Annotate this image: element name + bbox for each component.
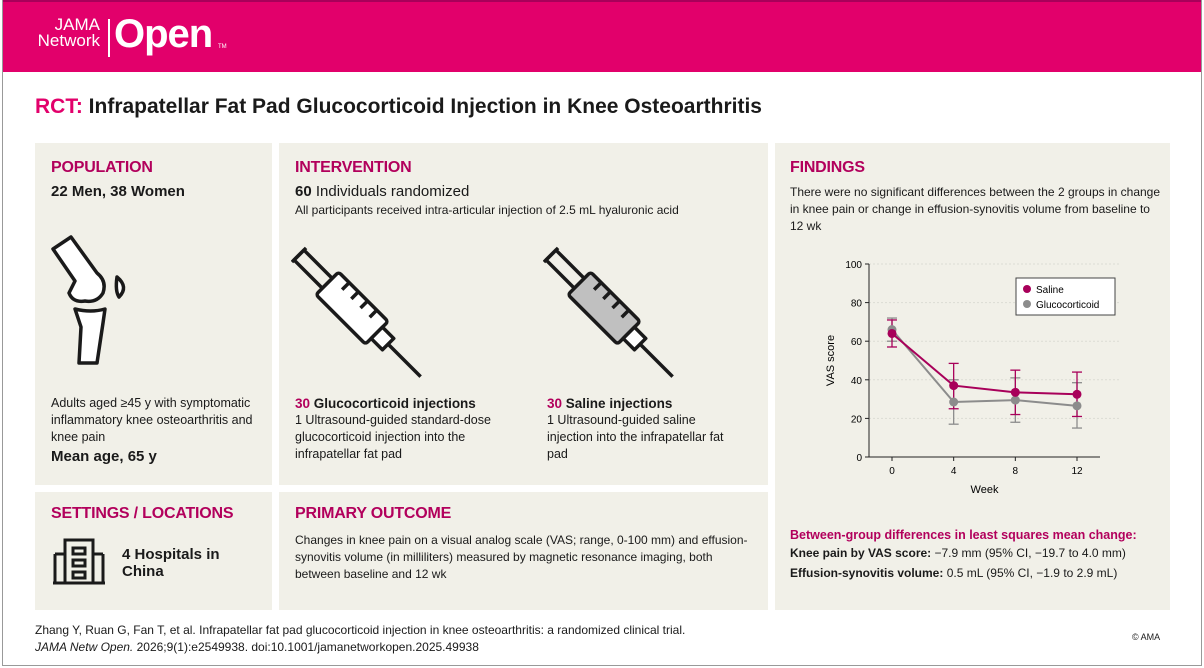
findings-panel: FINDINGS There were no significant diffe… xyxy=(775,143,1170,610)
result-label: Effusion-synovitis volume: xyxy=(790,566,944,580)
page-title: RCT: Infrapatellar Fat Pad Glucocorticoi… xyxy=(35,95,762,119)
data-point-saline xyxy=(1072,389,1082,399)
arm-count: 30 xyxy=(547,396,563,411)
y-tick-label: 60 xyxy=(851,337,863,348)
data-point-saline xyxy=(887,328,897,338)
title-text: Infrapatellar Fat Pad Glucocorticoid Inj… xyxy=(88,95,762,118)
knee-joint-icon xyxy=(51,235,126,365)
citation-journal: JAMA Netw Open. xyxy=(35,640,134,654)
citation-line1: Zhang Y, Ruan G, Fan T, et al. Infrapate… xyxy=(35,623,686,637)
population-panel: POPULATION 22 Men, 38 Women Adults aged … xyxy=(35,143,272,485)
series-line-saline xyxy=(891,332,1078,396)
arm-description: 1 Ultrasound-guided saline injection int… xyxy=(547,413,724,461)
x-axis-label: Week xyxy=(971,484,999,496)
logo-divider xyxy=(108,19,110,57)
citation-line2: 2026;9(1):e2549938. doi:10.1001/jamanetw… xyxy=(133,640,479,654)
primary-outcome-panel: PRIMARY OUTCOME Changes in knee pain on … xyxy=(279,492,768,610)
legend-label: Saline xyxy=(1036,285,1064,296)
x-tick-label: 0 xyxy=(889,466,895,477)
intervention-panel: INTERVENTION 60 Individuals randomized A… xyxy=(279,143,768,485)
logo-open: Open xyxy=(114,12,213,56)
citation: Zhang Y, Ruan G, Fan T, et al. Infrapate… xyxy=(35,622,685,656)
settings-heading: SETTINGS / LOCATIONS xyxy=(51,505,234,522)
arm-label: Saline injections xyxy=(565,396,673,411)
y-tick-label: 20 xyxy=(851,414,863,425)
result-label: Knee pain by VAS score: xyxy=(790,546,932,560)
randomized-count: 60 xyxy=(295,183,312,200)
y-tick-label: 100 xyxy=(845,260,862,271)
mean-age: Mean age, 65 y xyxy=(51,448,157,465)
legend-marker xyxy=(1023,285,1031,293)
data-point-saline xyxy=(1010,387,1020,397)
primary-outcome-text: Changes in knee pain on a visual analog … xyxy=(295,533,748,581)
y-axis-label: VAS score xyxy=(825,335,837,386)
legend-marker xyxy=(1023,300,1031,308)
logo-jama-network: JAMA Network xyxy=(34,15,100,50)
settings-panel: SETTINGS / LOCATIONS 4 Hospitals in Chin… xyxy=(35,492,272,610)
arm-count: 30 xyxy=(295,396,311,411)
legend-box xyxy=(1015,277,1116,316)
primary-outcome-heading: PRIMARY OUTCOME xyxy=(295,505,452,522)
arm-glucocorticoid: 30 Glucocorticoid injections 1 Ultrasoun… xyxy=(295,395,505,463)
y-tick-label: 0 xyxy=(856,453,862,464)
x-tick-label: 4 xyxy=(951,466,957,477)
y-tick-label: 80 xyxy=(851,299,863,310)
data-point-saline xyxy=(949,381,959,391)
data-point-glucocorticoid xyxy=(949,397,959,407)
findings-summary: There were no significant differences be… xyxy=(790,185,1161,233)
population-heading: POPULATION xyxy=(51,159,153,176)
syringe-gray-icon xyxy=(543,246,674,378)
findings-heading: FINDINGS xyxy=(790,159,865,176)
data-point-glucocorticoid xyxy=(1072,401,1082,411)
arm-description: 1 Ultrasound-guided standard-dose glucoc… xyxy=(295,413,491,461)
population-counts: 22 Men, 38 Women xyxy=(51,183,185,200)
syringe-white-icon xyxy=(291,246,422,378)
arm-label: Glucocorticoid injections xyxy=(313,396,476,411)
title-prefix: RCT: xyxy=(35,95,83,118)
y-tick-label: 40 xyxy=(851,376,863,387)
population-description: Adults aged ≥45 y with symptomatic infla… xyxy=(51,396,253,444)
x-tick-label: 8 xyxy=(1013,466,1019,477)
header-banner xyxy=(3,0,1201,72)
between-group-heading: Between-group differences in least squar… xyxy=(790,528,1137,542)
series-line-glucocorticoid xyxy=(891,328,1078,407)
settings-text: 4 Hospitals in China xyxy=(122,546,220,580)
result-value: 0.5 mL (95% CI, −1.9 to 2.9 mL) xyxy=(946,566,1118,580)
copyright: © AMA xyxy=(1132,632,1161,642)
x-tick-label: 12 xyxy=(1071,466,1083,477)
all-participants-note: All participants received intra-articula… xyxy=(295,203,679,217)
vas-chart: 0 20 40 60 80 100 0 4 8 12 Week VAS score Saline Gluc… xyxy=(825,260,1120,496)
legend-label: Glucocorticoid xyxy=(1036,300,1099,311)
logo-tm: TM xyxy=(218,44,227,50)
logo-line1: JAMA xyxy=(54,15,100,34)
intervention-heading: INTERVENTION xyxy=(295,159,412,176)
arm-saline: 30 Saline injections 1 Ultrasound-guided… xyxy=(547,395,727,463)
hospital-building-icon xyxy=(53,538,105,585)
randomized-label: Individuals randomized xyxy=(315,183,470,200)
data-point-glucocorticoid xyxy=(1010,395,1020,405)
result-value: −7.9 mm (95% CI, −19.7 to 4.0 mm) xyxy=(934,546,1126,560)
logo-line2: Network xyxy=(37,31,100,50)
